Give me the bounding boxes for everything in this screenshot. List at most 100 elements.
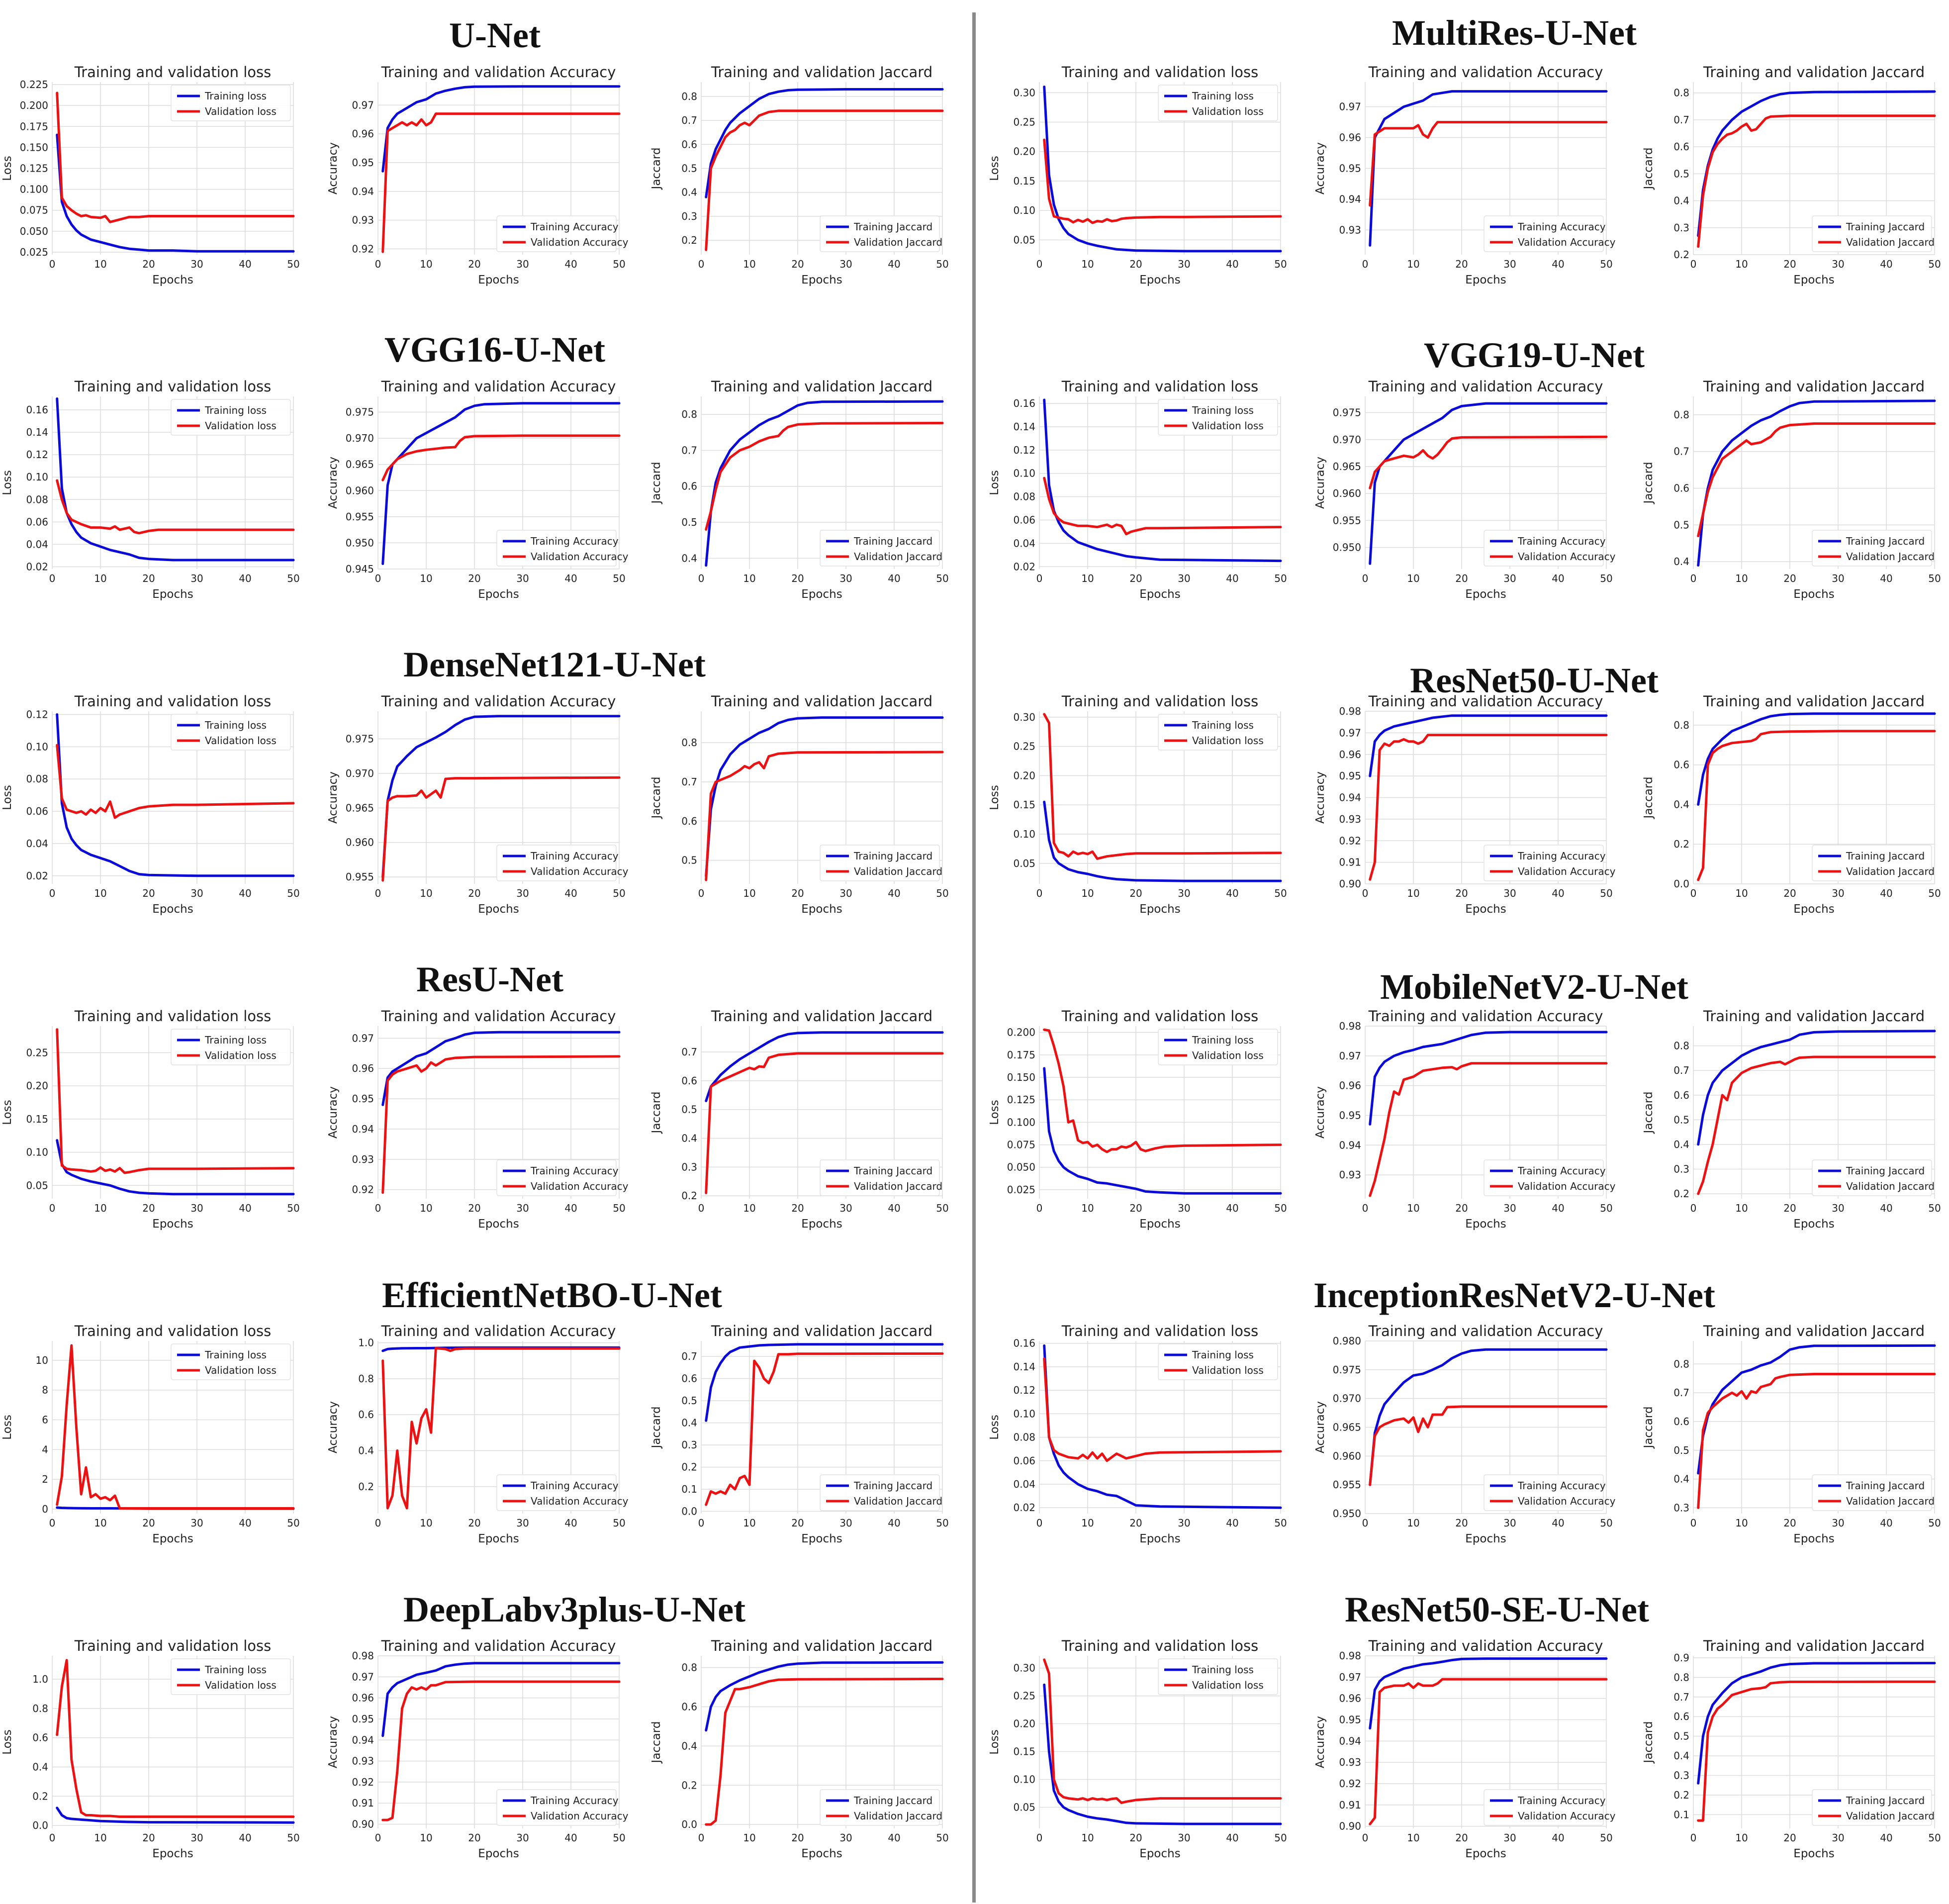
y-tick-label: 0.050 [1007, 1161, 1035, 1173]
y-tick-label: 0.4 [1673, 556, 1689, 568]
series-line-validation-loss [56, 1659, 295, 1818]
y-tick-label: 0.10 [1013, 828, 1035, 840]
x-axis-label: Epochs [1139, 588, 1180, 601]
y-tick-label: 0.8 [1673, 87, 1689, 99]
y-axis-label: Jaccard [1642, 1092, 1655, 1135]
legend-box [496, 530, 617, 567]
x-tick-label: 40 [1880, 1832, 1892, 1844]
legend-entry: Validation Jaccard [1846, 865, 1935, 877]
y-axis-label: Jaccard [1642, 462, 1655, 505]
legend-entry: Training Jaccard [1846, 1165, 1925, 1177]
x-tick-label: 40 [239, 1517, 251, 1529]
legend-entry: Validation Accuracy [1518, 236, 1616, 248]
y-tick-label: 0.4 [681, 1740, 697, 1752]
legend-box [496, 1789, 617, 1826]
x-tick-label: 40 [564, 1517, 577, 1529]
legend-box [1812, 1474, 1932, 1511]
legend-entry: Validation loss [205, 1364, 277, 1376]
legend-entry: Training Jaccard [853, 1165, 932, 1177]
y-axis-label: Loss [988, 156, 1001, 181]
legend-box [496, 1159, 617, 1196]
x-tick-label: 40 [1880, 1517, 1892, 1529]
x-tick-label: 50 [936, 887, 948, 899]
y-tick-label: 0.6 [1673, 482, 1689, 494]
x-tick-label: 30 [839, 1202, 852, 1214]
y-tick-label: 0.100 [1007, 1116, 1035, 1128]
y-tick-label: 0.15 [1013, 1746, 1035, 1758]
x-tick-label: 20 [791, 572, 804, 584]
x-tick-label: 40 [888, 1202, 900, 1214]
legend-entry: Training Jaccard [1846, 535, 1925, 547]
x-axis-label: Epochs [1139, 1218, 1180, 1231]
model-title-densenet121-u-net: DenseNet121-U-Net [403, 645, 706, 684]
y-tick-label: 0.965 [346, 459, 374, 471]
y-tick-label: 10 [36, 1354, 48, 1366]
y-tick-label: 0.7 [1673, 1691, 1689, 1703]
y-tick-label: 0.965 [1333, 1422, 1361, 1433]
x-axis-label: Epochs [478, 588, 519, 601]
x-tick-label: 10 [420, 887, 432, 899]
x-tick-label: 30 [1178, 572, 1190, 584]
y-tick-label: 0.20 [1013, 769, 1035, 781]
legend-entry: Validation Accuracy [1518, 1180, 1616, 1192]
model-title-vgg16-u-net: VGG16-U-Net [384, 330, 605, 370]
x-tick-label: 30 [1503, 887, 1516, 899]
chart-svg: Training and validation Accuracy 0 10 20 30 4… [1314, 1008, 1616, 1231]
x-tick-label: 30 [190, 1202, 203, 1214]
chart-panel-multires-u-net-jaccard: Training and validation Jaccard 0 10 20 30 40… [1641, 0, 1941, 308]
series-line-training-jaccard [1697, 1662, 1936, 1785]
chart-svg: Training and validation loss 0 10 20 30 40 50 0… [1, 64, 300, 286]
x-tick-label: 50 [613, 572, 625, 584]
x-tick-label: 50 [287, 1832, 299, 1844]
legend: Training loss Validation loss [171, 1029, 291, 1065]
chart-svg: Training and validation Accuracy 0 10 20 30 4… [327, 693, 629, 916]
series-line-training-loss [56, 133, 295, 253]
chart-title: Training and validation Accuracy [1368, 378, 1603, 395]
chart-panel-vgg16-u-net-loss: Training and validation loss 0 10 20 30 40 50 0… [0, 314, 300, 623]
x-tick-label: 20 [1129, 1832, 1142, 1844]
y-tick-label: 0.90 [352, 1818, 374, 1830]
y-tick-label: 0.96 [1339, 749, 1361, 761]
y-axis-label: Jaccard [650, 462, 663, 505]
y-tick-label: 0.93 [352, 1755, 374, 1767]
x-tick-label: 40 [1226, 887, 1238, 899]
y-tick-label: 0.7 [1673, 1387, 1689, 1399]
x-tick-label: 30 [839, 1832, 852, 1844]
y-tick-label: 0.10 [1013, 1773, 1035, 1785]
y-tick-label: 0.7 [1673, 114, 1689, 126]
chart-panel-mobilenetv2-u-net-jaccard: Training and validation Jaccard 0 10 20 30 40… [1641, 944, 1941, 1252]
y-axis-label: Loss [1, 1415, 14, 1439]
model-title-mobilenetv2-u-net: MobileNetV2-U-Net [1380, 967, 1688, 1007]
series-line-validation-jaccard [705, 1052, 944, 1194]
chart-panel-densenet121-u-net-accuracy: Training and validation Accuracy 0 10 20 30 4… [326, 629, 629, 938]
x-tick-label: 20 [142, 1517, 155, 1529]
y-axis-label: Accuracy [1314, 1086, 1327, 1139]
y-tick-label: 0.30 [1013, 711, 1035, 723]
x-tick-label: 50 [1928, 1517, 1941, 1529]
y-axis-label: Loss [988, 1729, 1001, 1754]
legend: Training Jaccard Validation Jaccard [1812, 530, 1935, 567]
legend: Training Accuracy Validation Accuracy [1484, 530, 1616, 567]
series-line-training-loss [1043, 1683, 1282, 1825]
y-tick-label: 0.5 [1673, 1730, 1689, 1742]
y-tick-label: 0.14 [1013, 1361, 1035, 1373]
y-tick-label: 0.5 [681, 855, 697, 866]
legend: Training Jaccard Validation Jaccard [1812, 1159, 1935, 1196]
legend-entry: Validation Jaccard [1846, 1810, 1935, 1822]
series-line-validation-jaccard [1697, 422, 1936, 538]
series-line-training-jaccard [705, 400, 944, 567]
legend: Training loss Validation loss [1158, 85, 1278, 121]
x-tick-label: 30 [516, 887, 529, 899]
series-line-validation-jaccard [1697, 114, 1936, 248]
chart-panel-multires-u-net-accuracy: Training and validation Accuracy 0 10 20 30 4… [1313, 0, 1616, 308]
y-tick-label: 0.97 [1339, 1671, 1361, 1683]
y-tick-label: 0.3 [1673, 222, 1689, 234]
y-tick-label: 0.04 [1013, 1478, 1035, 1490]
y-tick-label: 0.25 [26, 1047, 48, 1058]
series-line-validation-loss [1043, 1658, 1282, 1804]
x-tick-label: 10 [1735, 258, 1748, 270]
chart-panel-efficientnetbo-u-net-accuracy: Training and validation Accuracy 0 10 20 30 4… [326, 1259, 629, 1567]
y-tick-label: 0.05 [1013, 857, 1035, 869]
legend-entry: Training Jaccard [853, 1795, 932, 1807]
